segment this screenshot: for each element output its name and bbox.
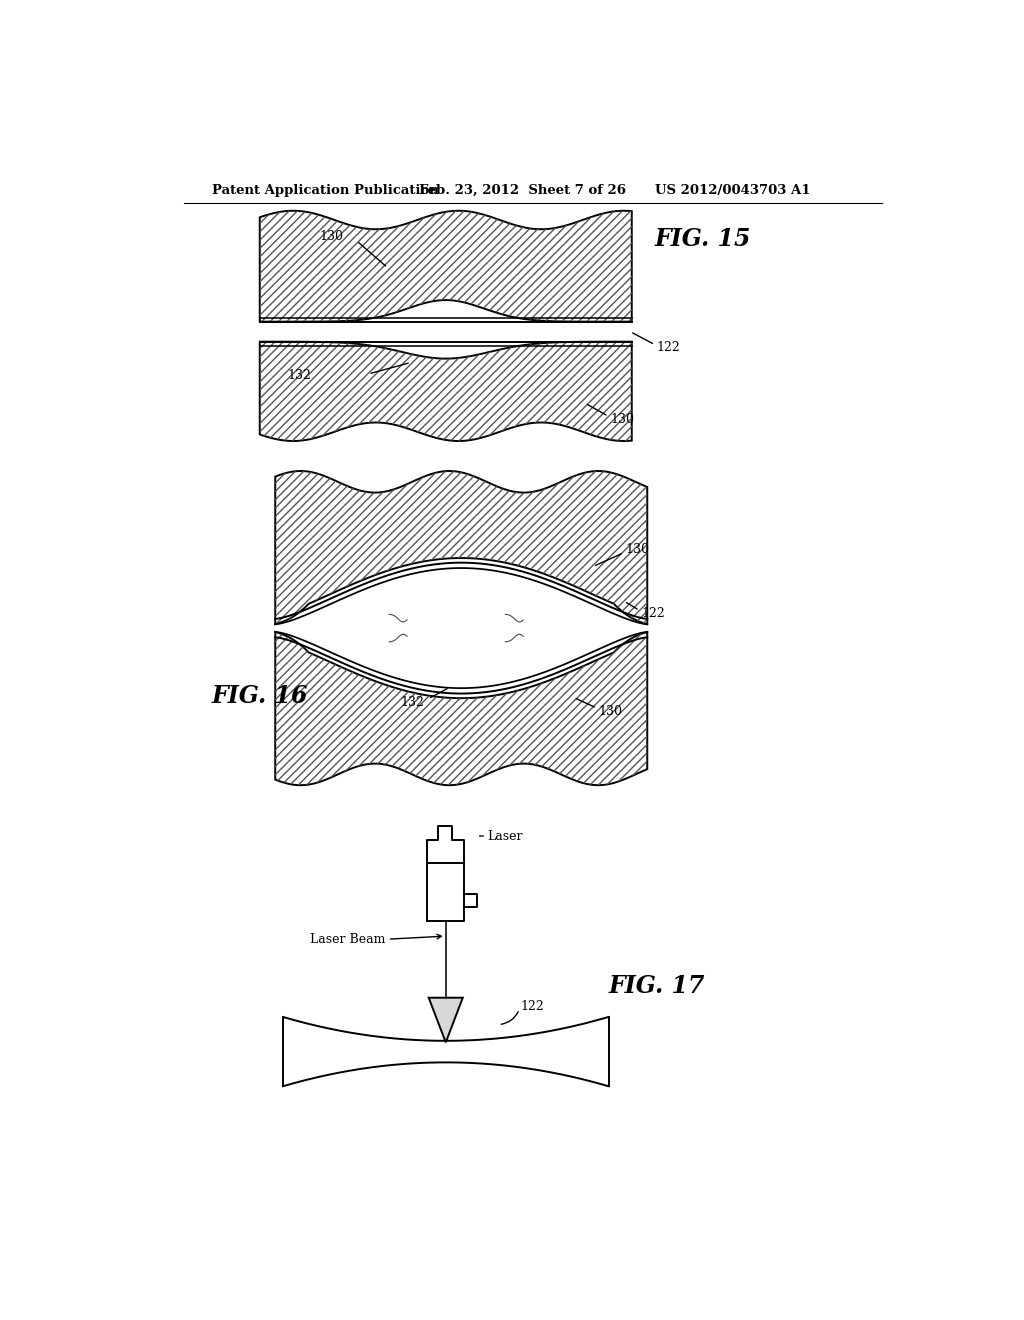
Text: 132: 132 — [400, 696, 424, 709]
Polygon shape — [427, 826, 464, 863]
Text: US 2012/0043703 A1: US 2012/0043703 A1 — [655, 185, 811, 197]
Polygon shape — [275, 632, 647, 785]
Text: FIG. 15: FIG. 15 — [655, 227, 752, 251]
Text: FIG. 16: FIG. 16 — [212, 684, 308, 708]
Text: Laser: Laser — [487, 829, 523, 842]
Text: 130: 130 — [626, 543, 649, 556]
Text: 130: 130 — [598, 705, 623, 718]
Text: 122: 122 — [641, 607, 665, 620]
Text: Laser Beam: Laser Beam — [310, 933, 385, 945]
Text: 132: 132 — [288, 370, 311, 381]
Polygon shape — [275, 471, 647, 624]
Text: Patent Application Publication: Patent Application Publication — [212, 185, 438, 197]
Polygon shape — [427, 863, 464, 921]
Text: 122: 122 — [521, 1001, 545, 1014]
Polygon shape — [429, 998, 463, 1043]
Text: 130: 130 — [319, 231, 343, 243]
Text: 122: 122 — [656, 342, 680, 354]
Text: FIG. 17: FIG. 17 — [608, 974, 705, 998]
Polygon shape — [464, 894, 477, 907]
Polygon shape — [260, 342, 632, 441]
Polygon shape — [260, 211, 632, 322]
Text: 130: 130 — [610, 413, 634, 426]
Text: Feb. 23, 2012  Sheet 7 of 26: Feb. 23, 2012 Sheet 7 of 26 — [419, 185, 626, 197]
